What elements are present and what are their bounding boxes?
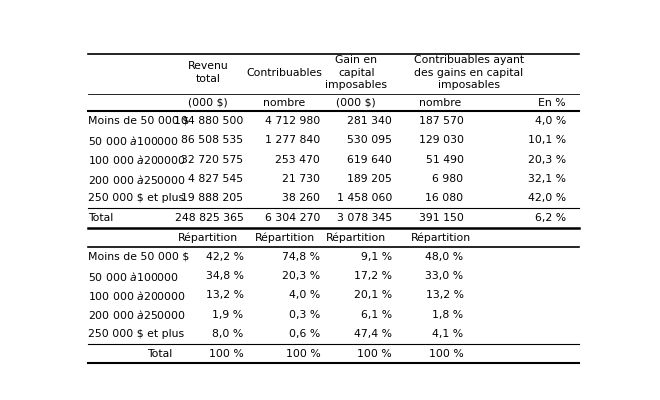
Text: 20,1 %: 20,1 % bbox=[354, 290, 392, 300]
Text: 32 720 575: 32 720 575 bbox=[182, 155, 244, 165]
Text: 0,6 %: 0,6 % bbox=[289, 329, 320, 339]
Text: 104 880 500: 104 880 500 bbox=[174, 116, 244, 126]
Text: 13,2 %: 13,2 % bbox=[426, 290, 463, 300]
Text: Contribuables: Contribuables bbox=[247, 68, 323, 78]
Text: 20,3 %: 20,3 % bbox=[282, 271, 320, 281]
Text: 1,8 %: 1,8 % bbox=[432, 310, 463, 320]
Text: 100 %: 100 % bbox=[357, 349, 392, 359]
Text: 38 260: 38 260 bbox=[282, 194, 320, 204]
Text: Total: Total bbox=[147, 349, 172, 359]
Text: 21 730: 21 730 bbox=[282, 174, 320, 184]
Text: 100 %: 100 % bbox=[286, 349, 320, 359]
Text: 50 000 $ à 100 000 $: 50 000 $ à 100 000 $ bbox=[88, 134, 179, 147]
Text: 33,0 %: 33,0 % bbox=[426, 271, 463, 281]
Text: 3 078 345: 3 078 345 bbox=[337, 213, 392, 223]
Text: 1 277 840: 1 277 840 bbox=[265, 135, 320, 145]
Text: 1,9 %: 1,9 % bbox=[213, 310, 244, 320]
Text: 74,8 %: 74,8 % bbox=[282, 252, 320, 262]
Text: 200 000 $ à 250 000 $: 200 000 $ à 250 000 $ bbox=[88, 172, 185, 186]
Text: 6 980: 6 980 bbox=[432, 174, 463, 184]
Text: Moins de 50 000 $: Moins de 50 000 $ bbox=[88, 116, 189, 126]
Text: Revenu
total: Revenu total bbox=[187, 62, 228, 84]
Text: 100 000 $ à 200 000 $: 100 000 $ à 200 000 $ bbox=[88, 153, 185, 166]
Text: 42,0 %: 42,0 % bbox=[528, 194, 566, 204]
Text: 50 000 $ à 100 000 $: 50 000 $ à 100 000 $ bbox=[88, 270, 179, 282]
Text: 13,2 %: 13,2 % bbox=[206, 290, 244, 300]
Text: Répartition: Répartition bbox=[178, 232, 238, 242]
Text: 100 %: 100 % bbox=[429, 349, 463, 359]
Text: 4,0 %: 4,0 % bbox=[535, 116, 566, 126]
Text: Moins de 50 000 $: Moins de 50 000 $ bbox=[88, 252, 189, 262]
Text: En %: En % bbox=[539, 98, 566, 108]
Text: Gain en
capital
imposables: Gain en capital imposables bbox=[325, 55, 387, 90]
Text: 129 030: 129 030 bbox=[418, 135, 463, 145]
Text: Répartition: Répartition bbox=[411, 232, 471, 242]
Text: 8,0 %: 8,0 % bbox=[213, 329, 244, 339]
Text: 6,2 %: 6,2 % bbox=[535, 213, 566, 223]
Text: 253 470: 253 470 bbox=[275, 155, 320, 165]
Text: 0,3 %: 0,3 % bbox=[289, 310, 320, 320]
Text: 4 827 545: 4 827 545 bbox=[189, 174, 244, 184]
Text: 248 825 365: 248 825 365 bbox=[175, 213, 244, 223]
Text: 189 205: 189 205 bbox=[347, 174, 392, 184]
Text: 200 000 $ à 250 000 $: 200 000 $ à 250 000 $ bbox=[88, 308, 185, 321]
Text: 281 340: 281 340 bbox=[347, 116, 392, 126]
Text: 1 458 060: 1 458 060 bbox=[337, 194, 392, 204]
Text: 391 150: 391 150 bbox=[418, 213, 463, 223]
Text: 42,2 %: 42,2 % bbox=[206, 252, 244, 262]
Text: 32,1 %: 32,1 % bbox=[528, 174, 566, 184]
Text: Répartition: Répartition bbox=[326, 232, 386, 242]
Text: 34,8 %: 34,8 % bbox=[206, 271, 244, 281]
Text: 47,4 %: 47,4 % bbox=[354, 329, 392, 339]
Text: 20,3 %: 20,3 % bbox=[528, 155, 566, 165]
Text: 530 095: 530 095 bbox=[347, 135, 392, 145]
Text: 187 570: 187 570 bbox=[418, 116, 463, 126]
Text: 19 888 205: 19 888 205 bbox=[182, 194, 244, 204]
Text: 250 000 $ et plus: 250 000 $ et plus bbox=[88, 194, 183, 204]
Text: 9,1 %: 9,1 % bbox=[361, 252, 392, 262]
Text: 250 000 $ et plus: 250 000 $ et plus bbox=[88, 329, 183, 339]
Text: 4,1 %: 4,1 % bbox=[432, 329, 463, 339]
Text: nombre: nombre bbox=[263, 98, 306, 108]
Text: 619 640: 619 640 bbox=[347, 155, 392, 165]
Text: Total: Total bbox=[88, 213, 113, 223]
Text: 51 490: 51 490 bbox=[426, 155, 463, 165]
Text: 17,2 %: 17,2 % bbox=[354, 271, 392, 281]
Text: 10,1 %: 10,1 % bbox=[528, 135, 566, 145]
Text: 48,0 %: 48,0 % bbox=[426, 252, 463, 262]
Text: 4 712 980: 4 712 980 bbox=[265, 116, 320, 126]
Text: (000 $): (000 $) bbox=[188, 98, 228, 108]
Text: Contribuables ayant
des gains en capital
imposables: Contribuables ayant des gains en capital… bbox=[414, 55, 524, 90]
Text: (000 $): (000 $) bbox=[337, 98, 376, 108]
Text: Répartition: Répartition bbox=[255, 232, 315, 242]
Text: 100 000 $ à 200 000 $: 100 000 $ à 200 000 $ bbox=[88, 289, 185, 302]
Text: nombre: nombre bbox=[419, 98, 462, 108]
Text: 100 %: 100 % bbox=[209, 349, 244, 359]
Text: 6,1 %: 6,1 % bbox=[361, 310, 392, 320]
Text: 16 080: 16 080 bbox=[426, 194, 463, 204]
Text: 6 304 270: 6 304 270 bbox=[265, 213, 320, 223]
Text: 86 508 535: 86 508 535 bbox=[182, 135, 244, 145]
Text: 4,0 %: 4,0 % bbox=[289, 290, 320, 300]
